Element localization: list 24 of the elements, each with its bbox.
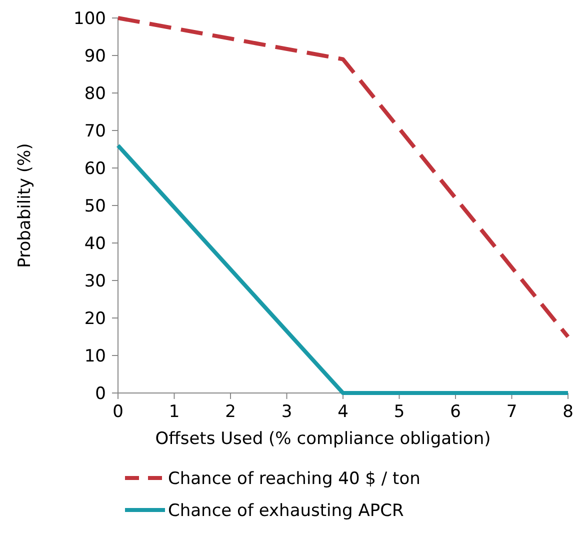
y-tick-label: 80 [84,84,106,104]
y-axis-title: Probability (%) [15,143,35,268]
legend-label: Chance of reaching 40 $ / ton [168,468,420,489]
y-tick-label: 20 [84,308,106,329]
y-tick-label: 0 [95,384,106,404]
x-axis-title: Offsets Used (% compliance obligation) [155,429,491,449]
x-tick-label: 5 [394,402,405,422]
x-tick-label: 6 [450,402,461,422]
x-tick-label: 0 [112,402,124,422]
y-tick-label: 30 [84,271,106,292]
x-tick-label: 1 [168,402,180,422]
y-tick-label: 50 [84,196,106,216]
x-tick-label: 7 [506,402,518,422]
x-tick-label: 3 [281,402,292,422]
legend-label: Chance of exhausting APCR [168,500,404,521]
y-tick-label: 90 [84,46,106,66]
x-tick-label: 4 [338,402,348,422]
y-tick-label: 60 [84,158,106,179]
y-tick-label: 40 [84,234,106,254]
y-tick-label: 10 [84,346,106,366]
y-tick-label: 100 [74,8,106,29]
x-tick-label: 2 [225,402,236,422]
y-tick-label: 70 [84,121,106,142]
x-tick-label: 8 [562,402,574,422]
